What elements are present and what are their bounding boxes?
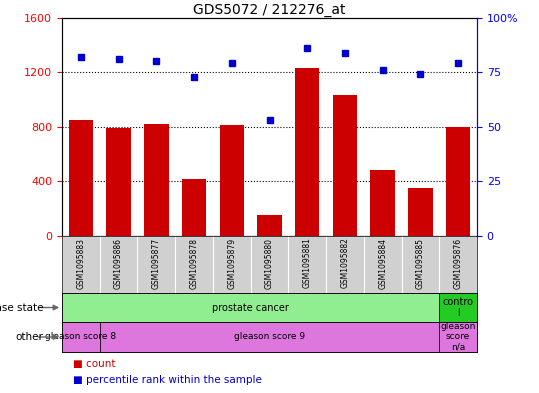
Text: gleason
score
n/a: gleason score n/a bbox=[440, 322, 476, 352]
Text: GSM1095876: GSM1095876 bbox=[454, 237, 462, 288]
Bar bbox=[439, 322, 477, 352]
Text: GSM1095882: GSM1095882 bbox=[341, 237, 349, 288]
Bar bbox=[257, 215, 282, 236]
Text: prostate cancer: prostate cancer bbox=[212, 303, 289, 312]
Bar bbox=[295, 68, 320, 236]
Text: GSM1095885: GSM1095885 bbox=[416, 237, 425, 288]
Bar bbox=[62, 322, 100, 352]
Bar bbox=[370, 170, 395, 236]
Text: disease state: disease state bbox=[0, 303, 43, 312]
Text: GSM1095880: GSM1095880 bbox=[265, 237, 274, 288]
Title: GDS5072 / 212276_at: GDS5072 / 212276_at bbox=[194, 3, 345, 17]
Text: GSM1095884: GSM1095884 bbox=[378, 237, 387, 288]
Text: gleason score 9: gleason score 9 bbox=[234, 332, 305, 342]
Bar bbox=[68, 120, 93, 236]
Text: GSM1095886: GSM1095886 bbox=[114, 237, 123, 288]
Text: contro
l: contro l bbox=[443, 297, 474, 318]
Text: GSM1095878: GSM1095878 bbox=[190, 237, 198, 288]
Text: GSM1095883: GSM1095883 bbox=[77, 237, 85, 288]
Text: ■ count: ■ count bbox=[73, 358, 115, 369]
Text: GSM1095877: GSM1095877 bbox=[152, 237, 161, 288]
Text: GSM1095879: GSM1095879 bbox=[227, 237, 236, 288]
Bar bbox=[182, 178, 206, 236]
Bar bbox=[100, 322, 439, 352]
Text: GSM1095881: GSM1095881 bbox=[303, 237, 312, 288]
Bar bbox=[219, 125, 244, 236]
Bar bbox=[408, 188, 433, 236]
Text: other: other bbox=[15, 332, 43, 342]
Text: gleason score 8: gleason score 8 bbox=[45, 332, 116, 342]
Bar bbox=[144, 124, 169, 236]
Bar bbox=[439, 293, 477, 322]
Bar bbox=[333, 95, 357, 236]
Bar bbox=[446, 127, 471, 236]
Bar bbox=[106, 128, 131, 236]
Text: ■ percentile rank within the sample: ■ percentile rank within the sample bbox=[73, 375, 261, 385]
